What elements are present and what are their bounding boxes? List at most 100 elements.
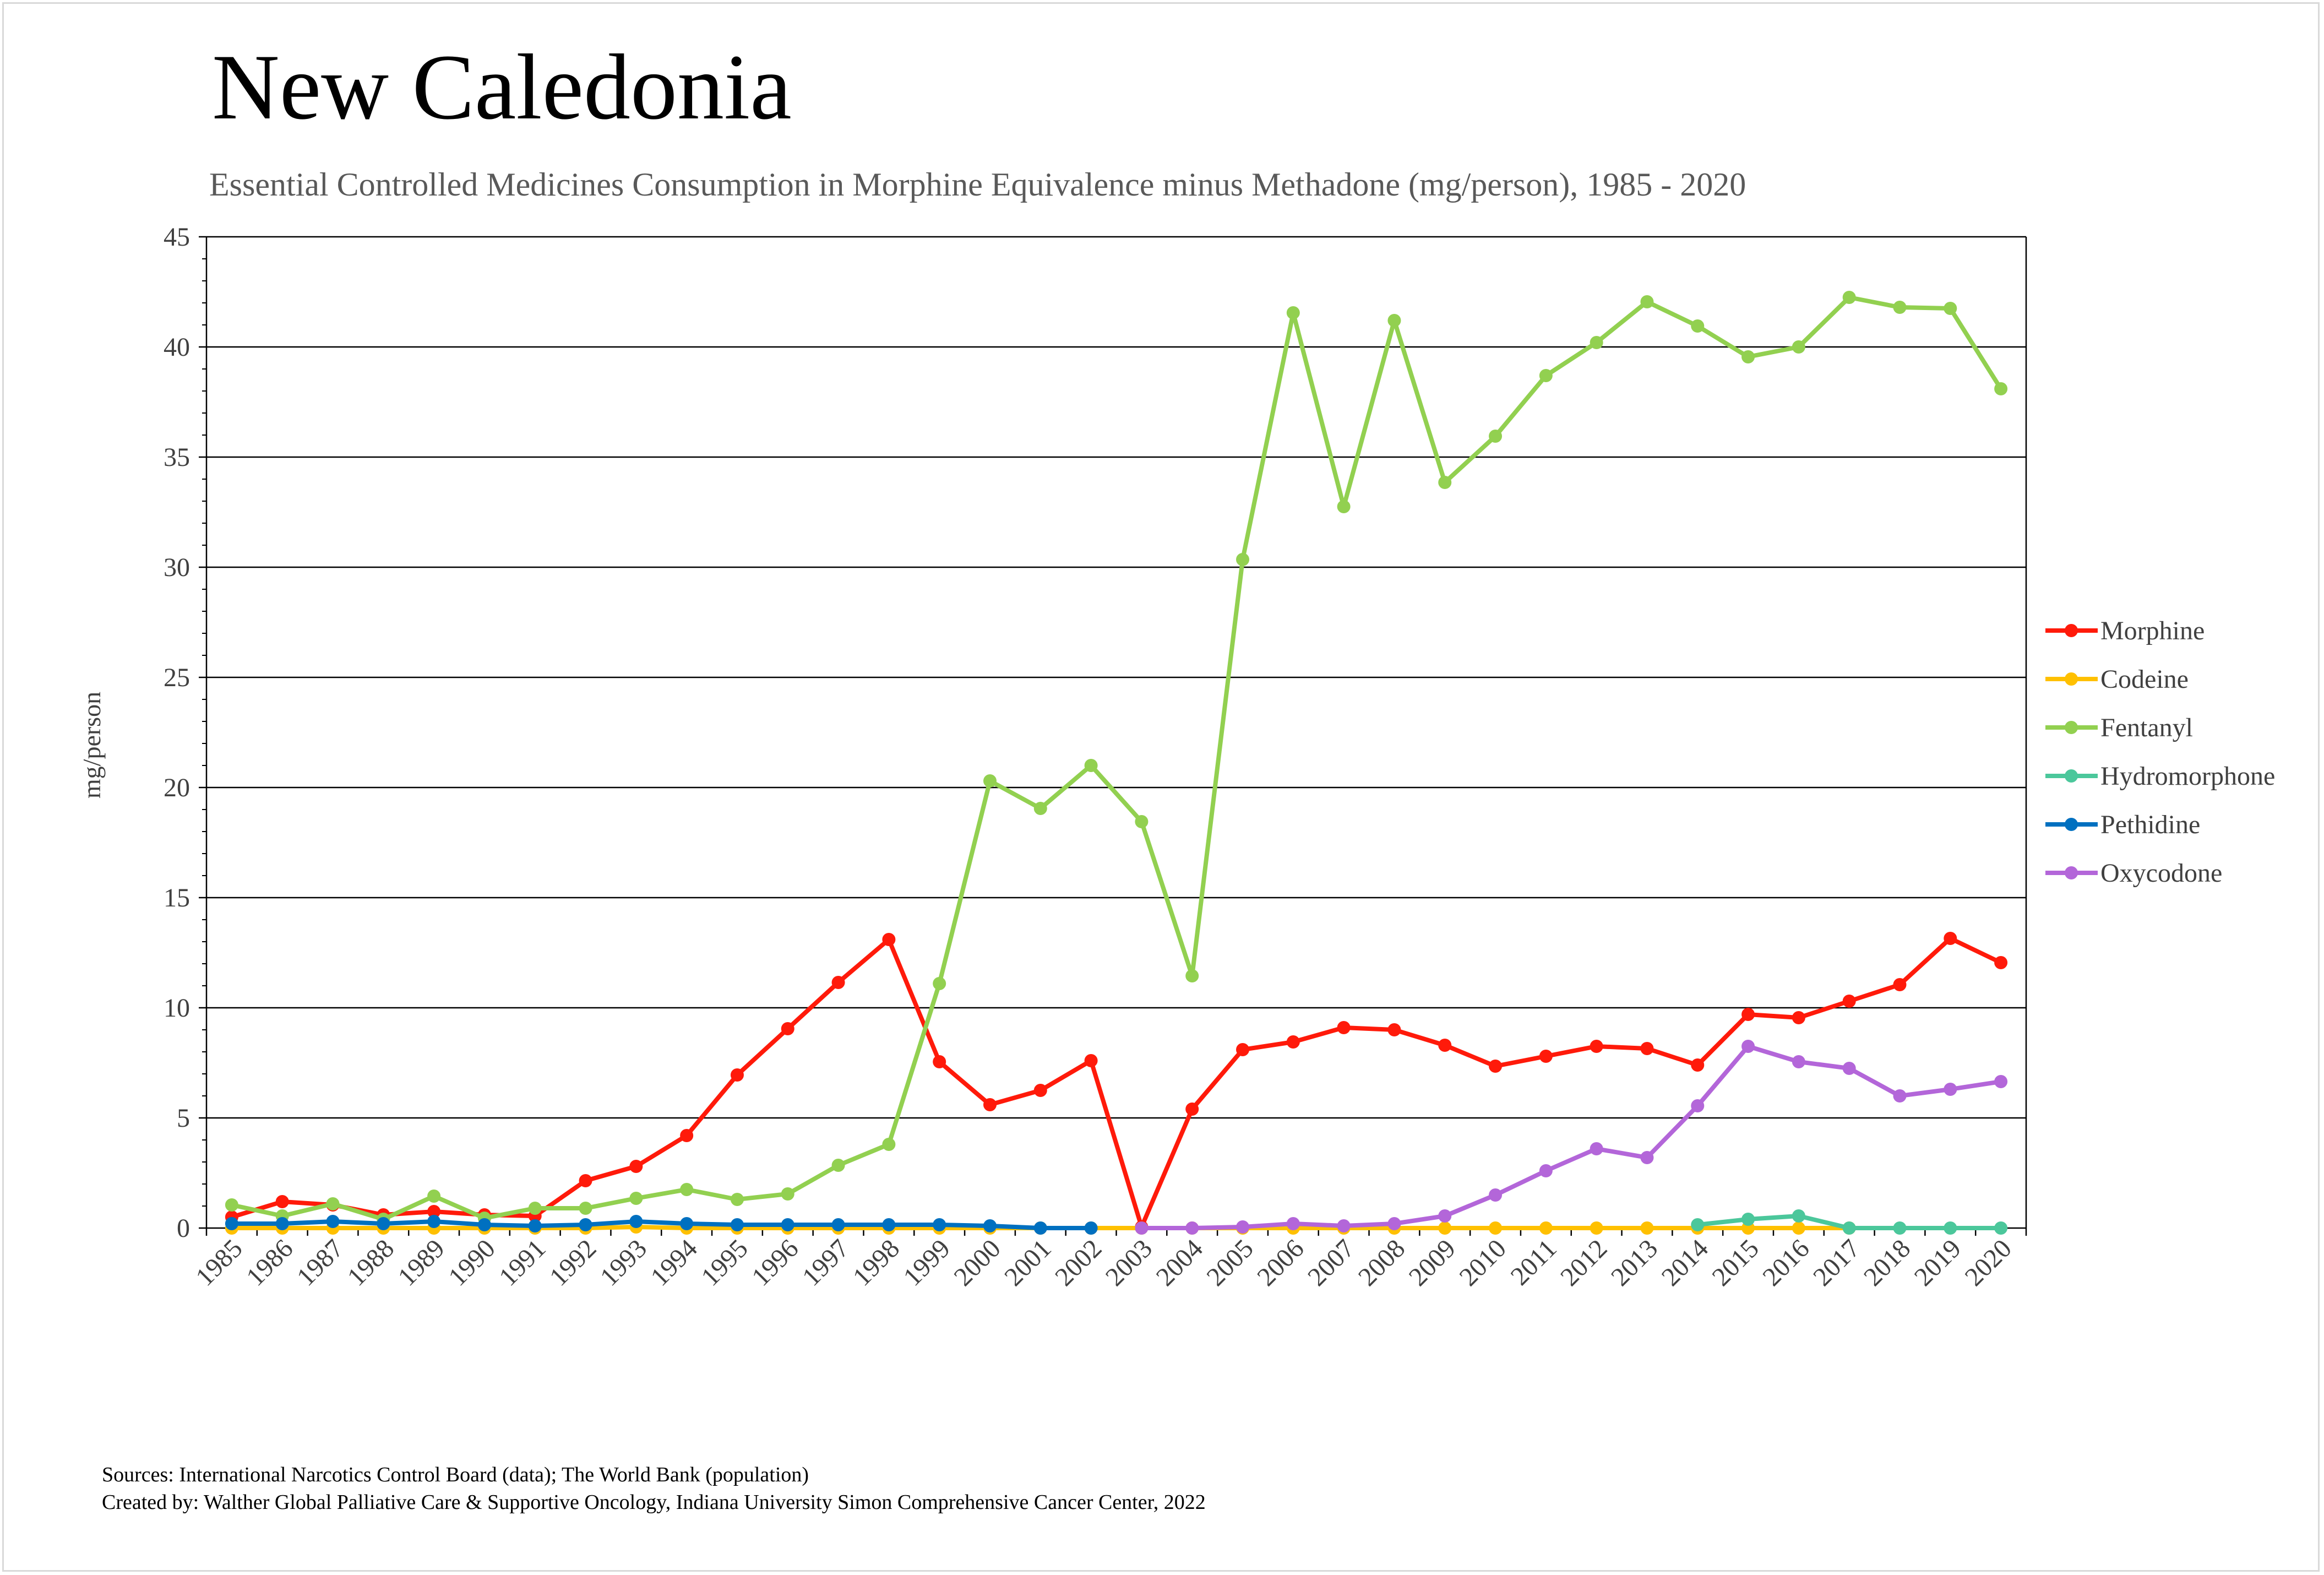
legend-item-oxycodone: Oxycodone (2045, 859, 2222, 888)
data-point (629, 1160, 643, 1173)
data-point (781, 1187, 794, 1201)
legend-swatch-marker (2065, 721, 2078, 734)
x-tick-label: 1991 (493, 1234, 551, 1291)
data-point (225, 1198, 238, 1212)
x-tick-label: 2001 (999, 1234, 1057, 1291)
x-tick-label: 1990 (443, 1234, 500, 1291)
data-point (1640, 295, 1654, 308)
data-point (1337, 1219, 1351, 1232)
data-point (1236, 553, 1250, 566)
x-tick-label: 2008 (1353, 1234, 1411, 1291)
chart-subtitle: Essential Controlled Medicines Consumpti… (209, 166, 1746, 203)
x-tick-label: 2012 (1555, 1234, 1613, 1291)
x-tick-label: 1996 (746, 1234, 804, 1291)
data-point (1893, 301, 1907, 314)
data-point (1084, 759, 1098, 772)
y-tick-label: 10 (164, 993, 190, 1023)
data-point (377, 1217, 390, 1230)
data-point (1539, 1221, 1553, 1235)
series-line (1141, 1044, 2001, 1230)
data-point (781, 1218, 794, 1231)
x-tick-label: 1989 (393, 1234, 450, 1291)
data-point (579, 1202, 592, 1215)
x-tick-label: 2000 (948, 1234, 1006, 1291)
x-tick-label: 1995 (695, 1234, 753, 1291)
data-point (1135, 815, 1149, 828)
y-tick-label: 45 (164, 222, 190, 252)
footer-sources: Sources: International Narcotics Control… (102, 1463, 809, 1486)
data-point (1994, 1075, 2008, 1088)
data-point (1438, 1221, 1452, 1235)
legend-swatch-marker (2065, 818, 2078, 831)
data-point (1994, 956, 2008, 969)
x-tick-label: 2013 (1605, 1234, 1663, 1291)
y-tick-label: 40 (164, 333, 190, 362)
data-point (1640, 1042, 1654, 1055)
data-point (1944, 1221, 1957, 1235)
data-point (1741, 1040, 1755, 1053)
data-point (275, 1195, 289, 1208)
data-point (1792, 1011, 1805, 1024)
data-point (427, 1205, 441, 1218)
series-hydromorphone (1691, 1209, 2008, 1235)
data-point (831, 1159, 845, 1172)
x-tick-label: 2002 (1049, 1234, 1107, 1291)
x-tick-label: 1987 (291, 1234, 349, 1291)
data-point (1489, 1188, 1503, 1202)
data-point (1185, 1102, 1199, 1116)
data-point (730, 1218, 744, 1231)
x-tick-label: 2009 (1403, 1234, 1461, 1291)
legend-item-fentanyl: Fentanyl (2045, 713, 2193, 742)
x-tick-label: 1988 (342, 1234, 400, 1291)
data-point (1842, 291, 1856, 304)
data-point (983, 1219, 997, 1232)
data-point (528, 1202, 542, 1215)
y-tick-label: 15 (164, 883, 190, 913)
x-tick-label: 2010 (1454, 1234, 1511, 1291)
data-point (1438, 476, 1452, 489)
chart-title: New Caledonia (212, 35, 792, 139)
legend-item-codeine: Codeine (2045, 665, 2189, 694)
x-tick-label: 1993 (595, 1234, 652, 1291)
data-point (730, 1193, 744, 1206)
data-point (1590, 1221, 1603, 1235)
data-point (579, 1174, 592, 1187)
data-point (1741, 1213, 1755, 1226)
y-tick-label: 25 (164, 663, 190, 692)
data-point (983, 774, 997, 788)
data-point (1489, 1060, 1503, 1073)
data-point (1893, 1221, 1907, 1235)
data-point (1944, 932, 1957, 945)
x-tick-label: 2003 (1100, 1234, 1158, 1291)
y-tick-labels: 0 5 10 15 20 25 30 35 40 45 (164, 222, 190, 1243)
x-tick-label: 2016 (1757, 1234, 1815, 1291)
x-tick-label: 2019 (1909, 1234, 1967, 1291)
legend-item-hydromorphone: Hydromorphone (2045, 762, 2275, 791)
legend-item-pethidine: Pethidine (2045, 810, 2200, 839)
legend-label: Fentanyl (2100, 713, 2193, 742)
x-tick-label: 1997 (797, 1234, 855, 1291)
data-point (1286, 1217, 1300, 1230)
y-tick-label: 20 (164, 773, 190, 802)
data-point (1084, 1221, 1098, 1235)
data-point (1185, 1221, 1199, 1235)
x-tick-label: 1986 (241, 1234, 298, 1291)
data-point (1135, 1221, 1149, 1235)
y-tick-label: 30 (164, 553, 190, 582)
data-point (1741, 1008, 1755, 1021)
data-point (1590, 336, 1603, 349)
data-point (629, 1192, 643, 1205)
data-point (579, 1218, 592, 1231)
data-point (225, 1217, 238, 1230)
series-fentanyl (225, 291, 2008, 1226)
data-point (326, 1215, 340, 1228)
x-tick-label: 2015 (1706, 1234, 1764, 1291)
data-point (1033, 802, 1047, 815)
data-point (882, 1138, 896, 1151)
data-point (933, 1055, 946, 1068)
data-point (1489, 1221, 1503, 1235)
y-tick-label: 0 (177, 1214, 190, 1243)
x-tick-label: 2017 (1808, 1234, 1865, 1291)
data-point (1691, 1058, 1705, 1072)
